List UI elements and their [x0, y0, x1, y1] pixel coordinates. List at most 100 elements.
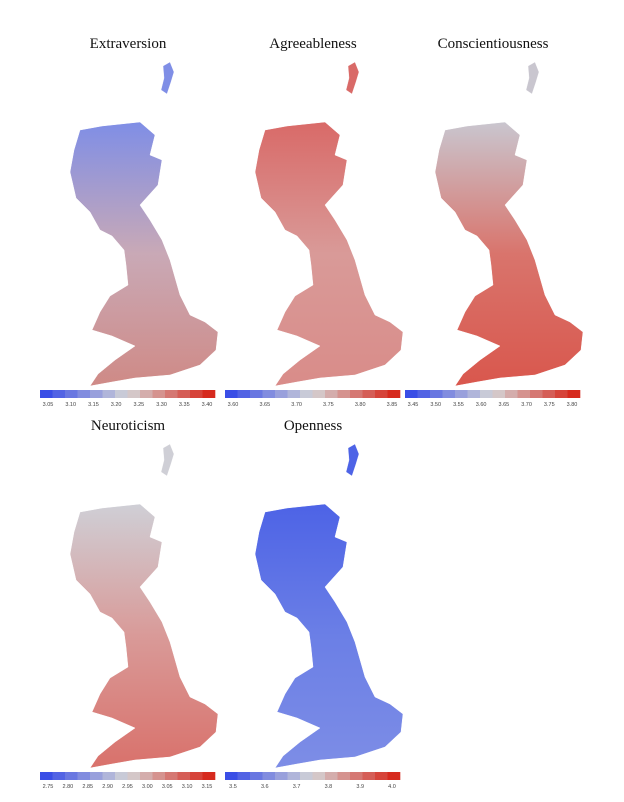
map-region [434, 121, 584, 387]
colorbar-tick-label: 3.60 [476, 402, 487, 408]
colorbar-segment [325, 772, 338, 780]
colorbar-segment [52, 390, 66, 398]
colorbar-segment [127, 390, 141, 398]
map-island [345, 61, 360, 95]
colorbar-tick-label: 3.60 [228, 402, 239, 408]
colorbar-tick-label: 3.45 [408, 402, 419, 408]
colorbar-segment [480, 390, 493, 398]
colorbar-tick-label: 3.8 [325, 784, 333, 790]
colorbar-segment [237, 772, 251, 780]
colorbar-segment [40, 772, 53, 780]
colorbar-segment [375, 772, 388, 780]
map-island [160, 61, 175, 95]
colorbar-segment [90, 772, 103, 780]
colorbar-segment [77, 772, 91, 780]
colorbar-segment [387, 772, 401, 780]
colorbar-segment [430, 390, 443, 398]
colorbar-tick-label: 3.80 [567, 402, 578, 408]
colorbar-segment [115, 390, 128, 398]
colorbar-segment [287, 390, 301, 398]
colorbar-tick-label: 3.80 [355, 402, 366, 408]
colorbar-segment [325, 390, 338, 398]
colorbar-segment [312, 390, 326, 398]
colorbar-segment [165, 390, 178, 398]
colorbar-tick-label: 3.7 [293, 784, 301, 790]
colorbar-segment [350, 772, 363, 780]
colorbar-tick-label: 2.85 [82, 784, 93, 790]
colorbar-tick-label: 4.0 [388, 784, 396, 790]
colorbar-segment [375, 390, 388, 398]
colorbar-segment [542, 390, 556, 398]
colorbar-segment [530, 390, 543, 398]
colorbar-segment [250, 772, 263, 780]
colorbar-segment [202, 390, 216, 398]
colorbar-tick-label: 3.6 [261, 784, 269, 790]
colorbar-tick-label: 3.10 [65, 402, 76, 408]
map-region [254, 503, 404, 769]
colorbar-segment [387, 390, 401, 398]
panel-title: Agreeableness [269, 36, 357, 52]
panel-title: Conscientiousness [438, 36, 549, 52]
colorbar-segment [405, 390, 418, 398]
colorbar-segment [152, 390, 166, 398]
colorbar-tick-label: 3.25 [133, 402, 144, 408]
colorbar-tick-label: 3.85 [387, 402, 398, 408]
colorbar-segment [492, 390, 506, 398]
map-panel: Conscientiousness 3.45 3.50 3.55 3.60 3.65 3.7… [405, 36, 584, 408]
map-region [69, 121, 219, 387]
colorbar-segment [225, 390, 238, 398]
map-panel: Agreeableness 3.60 3.65 3.70 3.75 3.80 3.85 [225, 36, 404, 408]
colorbar-segment [177, 772, 191, 780]
colorbar-segment [140, 390, 153, 398]
colorbar-segment [362, 772, 376, 780]
colorbar-segment [275, 390, 288, 398]
colorbar-tick-label: 3.15 [202, 784, 213, 790]
colorbar-segment [312, 772, 326, 780]
colorbar-segment [140, 772, 153, 780]
colorbar-segment [262, 772, 276, 780]
map-island [160, 443, 175, 477]
colorbar-segment [202, 772, 216, 780]
colorbar-tick-label: 3.65 [259, 402, 270, 408]
colorbar-tick-label: 2.95 [122, 784, 133, 790]
colorbar-tick-label: 3.5 [229, 784, 237, 790]
colorbar-tick-label: 3.35 [179, 402, 190, 408]
colorbar-segment [165, 772, 178, 780]
panel-title: Openness [284, 418, 342, 434]
colorbar-tick-label: 3.55 [453, 402, 464, 408]
colorbar-tick-label: 3.10 [182, 784, 193, 790]
colorbar-segment [417, 390, 431, 398]
colorbar-tick-label: 3.70 [291, 402, 302, 408]
colorbar-segment [350, 390, 363, 398]
map-region [69, 503, 219, 769]
colorbar-segment [65, 390, 78, 398]
colorbar-segment [77, 390, 91, 398]
colorbar-segment [102, 772, 116, 780]
map-island [525, 61, 540, 95]
colorbar-segment [505, 390, 518, 398]
panel-title: Extraversion [90, 36, 167, 52]
colorbar-segment [90, 390, 103, 398]
colorbar-segment [300, 772, 313, 780]
colorbar-segment [237, 390, 251, 398]
colorbar-tick-label: 3.30 [156, 402, 167, 408]
colorbar-segment [177, 390, 191, 398]
colorbar-segment [52, 772, 66, 780]
colorbar-tick-label: 3.05 [162, 784, 173, 790]
colorbar-segment [190, 772, 203, 780]
colorbar-tick-label: 3.20 [111, 402, 122, 408]
colorbar-segment [300, 390, 313, 398]
colorbar-segment [65, 772, 78, 780]
colorbar-segment [467, 390, 481, 398]
colorbar-tick-label: 3.00 [142, 784, 153, 790]
colorbar-segment [190, 390, 203, 398]
colorbar-segment [275, 772, 288, 780]
colorbar-segment [517, 390, 531, 398]
colorbar-segment [555, 390, 568, 398]
colorbar-tick-label: 3.40 [202, 402, 213, 408]
colorbar-tick-label: 3.9 [356, 784, 364, 790]
colorbar-segment [250, 390, 263, 398]
colorbar-tick-label: 3.70 [521, 402, 532, 408]
map-panel: Extraversion 3.05 3.10 3.15 3.20 3.25 3.30 3.35… [40, 36, 219, 408]
